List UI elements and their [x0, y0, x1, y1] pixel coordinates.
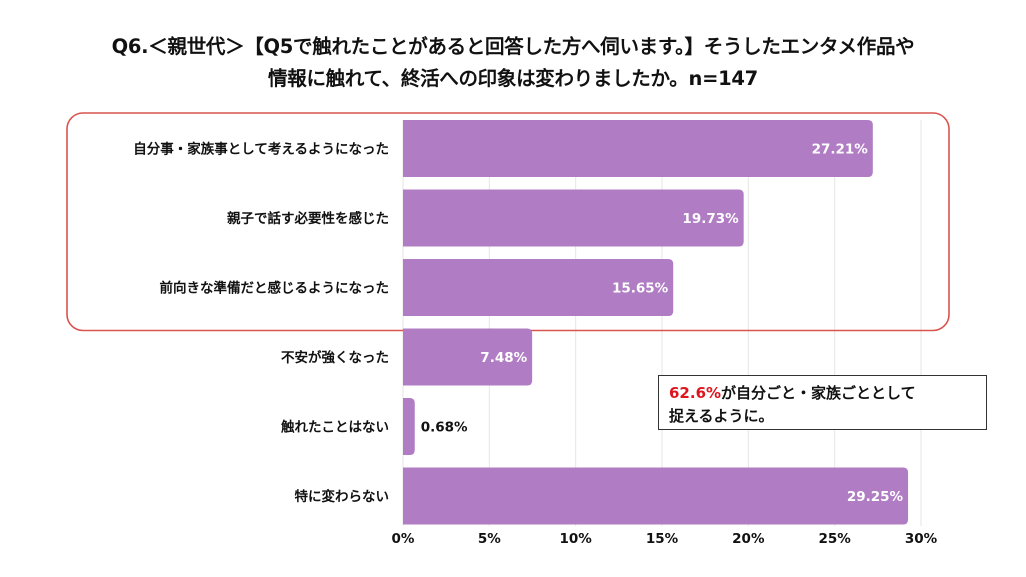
- bar-5: [403, 467, 909, 525]
- bar-4: [403, 398, 415, 455]
- x-tick-label-6: 30%: [905, 531, 938, 547]
- bar-2: [403, 259, 674, 316]
- x-tick-label-2: 10%: [560, 531, 593, 547]
- x-tick-label-3: 15%: [646, 531, 679, 547]
- category-label-4: 触れたことはない: [281, 419, 389, 436]
- x-tick-label-4: 20%: [732, 531, 765, 547]
- category-label-5: 特に変わらない: [295, 488, 390, 505]
- value-label-0: 27.21%: [812, 142, 869, 158]
- title-line-1: Q6.＜親世代＞【Q5で触れたことがあると回答した方へ伺います。】そうしたエンタ…: [111, 35, 915, 58]
- annotation-text-line2: 捉えるように。: [669, 407, 774, 425]
- annotation-text-line1: が自分ごと・家族ごととして: [721, 384, 916, 402]
- title-line-2: 情報に触れて、終活への印象は変わりましたか。n=147: [268, 67, 758, 90]
- bar-1: [403, 189, 744, 247]
- value-label-4: 0.68%: [421, 420, 468, 436]
- value-label-3: 7.48%: [480, 350, 527, 366]
- annotation-highlight: 62.6%: [669, 384, 722, 402]
- chart-title: Q6.＜親世代＞【Q5で触れたことがあると回答した方へ伺います。】そうしたエンタ…: [0, 0, 1026, 100]
- annotation-box: 62.6%が自分ごと・家族ごととして 捉えるように。: [658, 375, 987, 430]
- category-label-1: 親子で話す必要性を感じた: [227, 210, 389, 227]
- x-tick-label-1: 5%: [478, 531, 501, 547]
- category-label-3: 不安が強くなった: [281, 349, 389, 366]
- category-label-0: 自分事・家族事として考えるようになった: [133, 141, 389, 158]
- x-tick-label-5: 25%: [819, 531, 852, 547]
- bar-3: [403, 328, 533, 386]
- category-label-2: 前向きな準備だと感じるようになった: [160, 280, 390, 297]
- value-label-5: 29.25%: [847, 489, 904, 505]
- value-label-2: 15.65%: [612, 281, 669, 297]
- value-label-1: 19.73%: [682, 211, 739, 227]
- bar-0: [403, 120, 873, 177]
- x-tick-label-0: 0%: [392, 531, 415, 547]
